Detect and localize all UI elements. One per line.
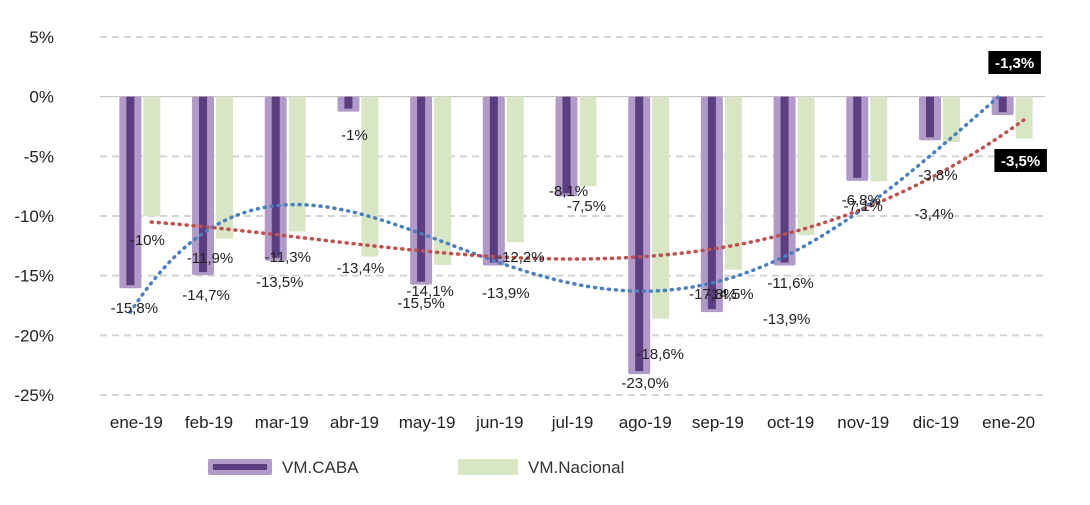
data-label-vm-caba: -17,8% — [689, 286, 737, 303]
bar-vm-nacional — [434, 96, 452, 265]
data-label-vm-caba: -1% — [341, 127, 368, 144]
bar-vm-nacional — [652, 96, 670, 319]
bar-vm-caba — [417, 96, 426, 282]
data-label-vm-nacional: -18,6% — [636, 346, 684, 363]
legend-swatch-vm-nacional — [458, 459, 518, 475]
bar-vm-nacional — [579, 96, 597, 187]
data-label-vm-caba: -14,7% — [182, 287, 230, 304]
data-label-vm-nacional: -11,3% — [265, 249, 311, 266]
x-tick-label: jul-19 — [551, 413, 594, 432]
data-label-vm-nacional: -10% — [130, 232, 165, 249]
bar-vm-nacional — [361, 96, 379, 257]
x-tick-label: dic-19 — [913, 413, 959, 432]
y-tick-label: -5% — [24, 147, 54, 166]
x-tick-label: ene-19 — [110, 413, 163, 432]
bar-vm-nacional — [797, 96, 815, 236]
x-tick-label: ene-20 — [982, 413, 1035, 432]
x-tick-label: jun-19 — [475, 413, 523, 432]
bar-vm-nacional — [942, 96, 960, 143]
data-label-vm-nacional: -7,1% — [844, 198, 883, 215]
y-tick-label: 5% — [29, 28, 54, 47]
bar-vm-caba — [271, 96, 280, 258]
bar-vm-nacional — [1015, 96, 1033, 139]
data-label-vm-nacional: -14,1% — [406, 283, 454, 300]
x-tick-label: ago-19 — [619, 413, 672, 432]
bar-vm-caba — [925, 96, 934, 138]
data-label-vm-caba: -13,5% — [256, 274, 304, 291]
y-tick-label: 0% — [29, 88, 54, 107]
data-label-vm-nacional: -7,5% — [567, 198, 606, 215]
data-label-vm-nacional: -12,2% — [497, 249, 545, 266]
data-label-vm-caba: -13,9% — [763, 311, 811, 328]
data-label-vm-caba: -1,3% — [995, 55, 1034, 72]
y-tick-label: -20% — [14, 326, 54, 345]
y-tick-label: -25% — [14, 386, 54, 405]
data-label-vm-nacional: -11,9% — [187, 250, 233, 267]
x-tick-label: oct-19 — [767, 413, 814, 432]
x-tick-label: may-19 — [399, 413, 456, 432]
x-tick-label: sep-19 — [692, 413, 744, 432]
bar-vm-nacional — [216, 96, 234, 239]
data-label-vm-nacional: -14,5% — [706, 286, 754, 303]
x-tick-label: feb-19 — [185, 413, 233, 432]
bar-vm-nacional — [870, 96, 888, 182]
bar-vm-caba — [344, 96, 353, 109]
data-label-vm-caba: -3,4% — [914, 206, 953, 223]
bar-vm-caba — [489, 96, 498, 263]
highlight-label-box — [988, 51, 1041, 74]
x-tick-label: nov-19 — [837, 413, 889, 432]
y-tick-label: -15% — [14, 267, 54, 286]
data-label-vm-caba: -15,5% — [397, 295, 445, 312]
data-label-vm-caba: -15,8% — [111, 300, 159, 317]
data-label-vm-caba: -6,8% — [842, 192, 881, 209]
data-label-vm-nacional: -13,4% — [337, 260, 385, 277]
bar-vm-caba — [998, 96, 1007, 113]
data-label-vm-caba: -8,1% — [549, 183, 588, 200]
bar-vm-caba — [199, 96, 208, 273]
bar-vm-caba — [853, 96, 862, 178]
trendline-vm-nacional — [149, 118, 1026, 261]
x-tick-label: abr-19 — [330, 413, 379, 432]
highlight-label-box — [994, 149, 1047, 172]
bar-vm-caba — [635, 96, 644, 372]
data-label-vm-nacional: -3,5% — [1001, 153, 1040, 170]
legend-label-vm-nacional: VM.Nacional — [528, 458, 624, 477]
data-label-vm-caba: -23,0% — [621, 375, 669, 392]
legend-swatch-vm-caba — [213, 464, 267, 470]
data-label-vm-nacional: -11,6% — [767, 275, 813, 292]
bar-vm-nacional — [506, 96, 524, 243]
bar-vm-nacional — [724, 96, 742, 270]
bar-vm-caba — [780, 96, 789, 263]
bar-vm-caba — [562, 96, 571, 194]
bar-vm-caba — [707, 96, 716, 310]
data-label-vm-nacional: -3,8% — [918, 167, 957, 184]
bar-vm-caba — [126, 96, 135, 286]
y-tick-label: -10% — [14, 207, 54, 226]
trendline-vm-caba — [128, 91, 1005, 314]
bar-vm-nacional — [143, 96, 161, 216]
x-tick-label: mar-19 — [255, 413, 309, 432]
data-label-vm-caba: -13,9% — [482, 285, 530, 302]
bar-vm-nacional — [288, 96, 306, 232]
legend-label-vm-caba: VM.CABA — [282, 458, 359, 477]
